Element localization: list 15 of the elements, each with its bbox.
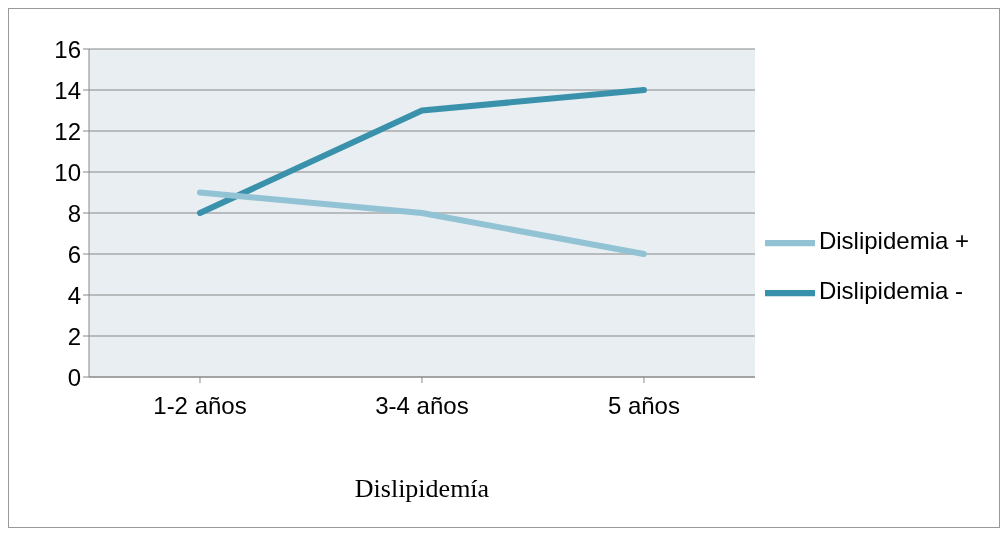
y-tick-label: 6	[67, 240, 81, 268]
legend-label: Dislipidemia -	[818, 277, 963, 305]
y-tick-label: 14	[54, 76, 81, 104]
x-tick-label: 3-4 años	[375, 392, 469, 420]
y-tick-label: 8	[67, 199, 81, 227]
y-tick-label: 2	[67, 322, 81, 350]
y-tick-label: 16	[54, 35, 81, 63]
y-tick-label: 4	[67, 281, 81, 309]
y-tick-label: 0	[67, 363, 81, 391]
y-tick-label: 12	[54, 117, 81, 145]
x-tick-label: 1-2 años	[153, 392, 247, 420]
y-tick-label: 10	[54, 158, 81, 186]
x-tick-label: 5 años	[607, 392, 680, 420]
x-axis-title: Dislipidemía	[354, 474, 490, 503]
legend-label: Dislipidemia +	[818, 227, 969, 255]
